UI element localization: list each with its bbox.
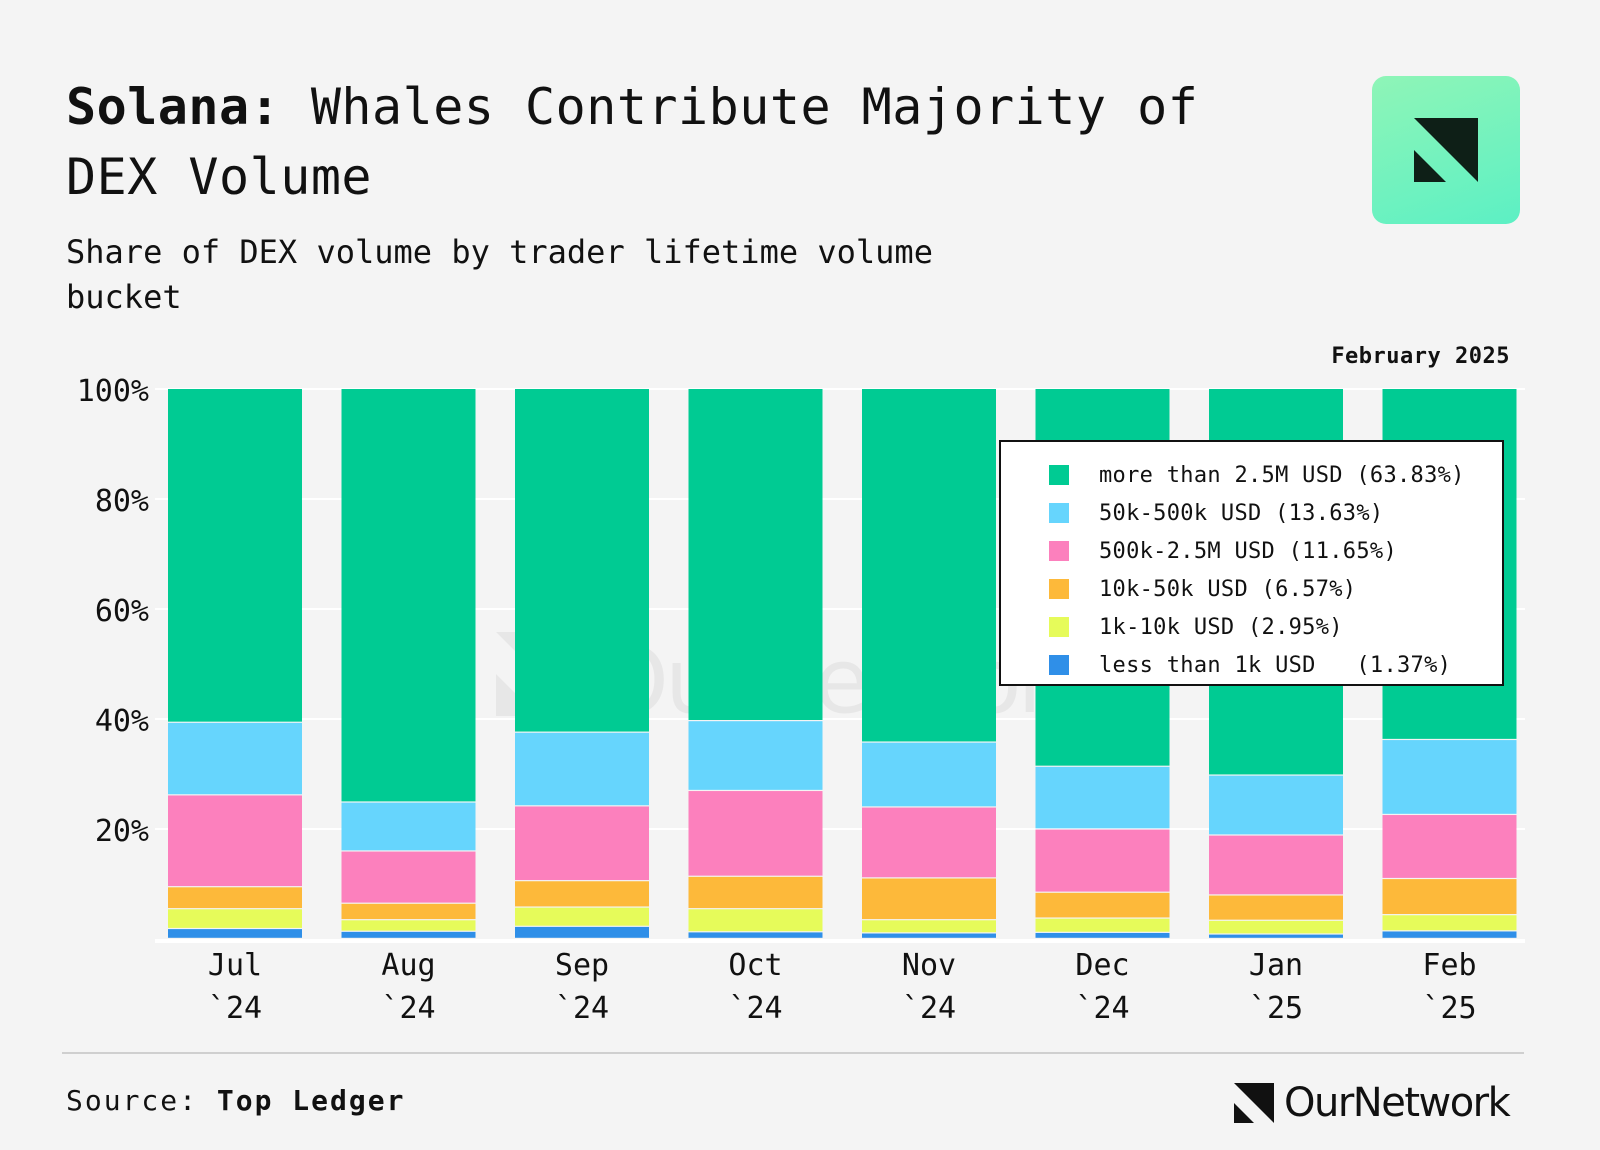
bar-segment — [341, 931, 476, 938]
source-value: Top Ledger — [216, 1084, 406, 1117]
y-tick-label: 60% — [95, 594, 149, 629]
legend-item: 50k-500k USD (13.63%) — [1049, 494, 1502, 532]
source-label: Source: — [66, 1084, 199, 1117]
legend-item: less than 1k USD (1.37%) — [1049, 646, 1502, 684]
bar-segment — [1209, 775, 1343, 835]
bar-segment — [515, 806, 649, 881]
brand-logo-icon — [1234, 1083, 1274, 1123]
legend-label: 500k-2.5M USD (11.65%) — [1099, 538, 1397, 564]
x-tick-label: Nov `24 — [902, 948, 956, 1026]
x-tick-label: Jul `24 — [208, 948, 262, 1026]
bar-segment — [168, 795, 302, 887]
bar-segment — [1209, 920, 1343, 934]
x-tick-label: Jan `25 — [1249, 948, 1303, 1026]
bar-segment — [515, 926, 649, 938]
bar-segment — [168, 909, 302, 928]
x-tick-label: Feb `25 — [1422, 948, 1476, 1026]
ournetwork-logo-icon — [1414, 118, 1478, 182]
legend-item: 10k-50k USD (6.57%) — [1049, 570, 1502, 608]
bar-segment — [688, 389, 823, 720]
bar-segment — [688, 876, 823, 909]
bar-segment — [341, 389, 476, 802]
x-tick-label: Aug `24 — [381, 948, 435, 1026]
bar-segment — [1035, 829, 1170, 892]
bar-segment — [1035, 766, 1170, 829]
chart-title-bold: Solana: — [66, 78, 281, 136]
bar-segment — [515, 389, 649, 732]
bar-segment — [515, 881, 649, 907]
legend-item: 500k-2.5M USD (11.65%) — [1049, 532, 1502, 570]
bar-segment — [862, 920, 996, 933]
bar-segment — [168, 389, 302, 722]
legend-swatch — [1049, 503, 1069, 523]
legend-label: 1k-10k USD (2.95%) — [1099, 614, 1343, 640]
legend-item: 1k-10k USD (2.95%) — [1049, 608, 1502, 646]
bar-segment — [168, 887, 302, 909]
ournetwork-logo-badge — [1372, 76, 1520, 224]
bar-segment — [1382, 815, 1517, 878]
bar-segment — [688, 721, 823, 790]
source-credit: Source: Top Ledger — [66, 1084, 405, 1117]
chart-title-rest: Whales Contribute Majority of DEX Volume — [66, 78, 1199, 206]
bar-segment — [1035, 918, 1170, 932]
legend-swatch — [1049, 541, 1069, 561]
y-tick-label: 40% — [95, 704, 149, 739]
bar-segment — [341, 802, 476, 851]
bar-segment — [688, 932, 823, 938]
bar-segment — [168, 722, 302, 795]
bar-segment — [1209, 934, 1343, 938]
legend-label: 50k-500k USD (13.63%) — [1099, 500, 1384, 526]
chart-subtitle: Share of DEX volume by trader lifetime v… — [66, 233, 933, 316]
bar-segment — [1209, 895, 1343, 920]
bar-segment — [1035, 892, 1170, 918]
bar-segment — [688, 791, 823, 876]
brand-footer: OurNetwork — [1232, 1080, 1511, 1126]
bar-segment — [862, 807, 996, 878]
bar-segment — [1382, 931, 1517, 938]
y-tick-label: 20% — [95, 814, 149, 849]
y-tick-label: 80% — [95, 484, 149, 519]
bar-segment — [862, 933, 996, 938]
legend-swatch — [1049, 617, 1069, 637]
x-tick-label: Sep `24 — [555, 948, 609, 1026]
bar-segment — [1382, 915, 1517, 931]
footer-divider — [62, 1052, 1524, 1054]
legend-swatch — [1049, 655, 1069, 675]
x-tick-label: Dec `24 — [1075, 948, 1129, 1026]
brand-name: OurNetwork — [1284, 1080, 1511, 1126]
legend-label: more than 2.5M USD (63.83%) — [1099, 462, 1465, 488]
bar-segment — [1382, 740, 1517, 814]
legend-item: more than 2.5M USD (63.83%) — [1049, 456, 1502, 494]
legend-label: 10k-50k USD (6.57%) — [1099, 576, 1357, 602]
bar-segment — [168, 929, 302, 938]
legend-swatch — [1049, 465, 1069, 485]
chart-title: Solana: Whales Contribute Majority of DE… — [66, 72, 1316, 212]
axes: 20% 40% 60% 80% 100% Jul `24 Aug `24 Sep `24 Oct `24… — [77, 374, 1525, 1026]
x-tick-label: Oct `24 — [728, 948, 782, 1026]
bar-segment — [1035, 932, 1170, 938]
bar-segment — [862, 742, 996, 807]
bar-segment — [341, 920, 476, 931]
legend-label: less than 1k USD (1.37%) — [1099, 652, 1452, 678]
bar-segment — [1382, 879, 1517, 915]
bar-segment — [862, 878, 996, 920]
chart-legend: more than 2.5M USD (63.83%) 50k-500k USD … — [999, 440, 1504, 686]
bar-segment — [862, 389, 996, 742]
y-tick-label: 100% — [77, 374, 149, 409]
bar-segment — [341, 903, 476, 920]
bar-segment — [515, 732, 649, 806]
bar-segment — [341, 851, 476, 903]
legend-swatch — [1049, 579, 1069, 599]
bar-segment — [688, 909, 823, 932]
bar-segment — [1209, 835, 1343, 895]
date-label: February 2025 — [1331, 344, 1510, 369]
bar-segment — [515, 907, 649, 926]
